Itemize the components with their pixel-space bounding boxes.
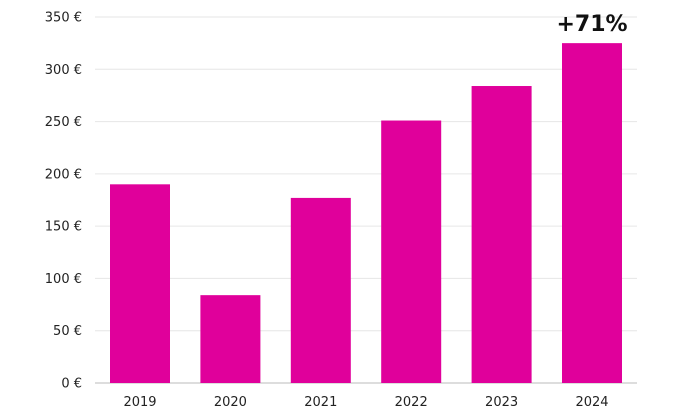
bar-2019: [110, 184, 170, 383]
y-tick-label: 200 €: [45, 167, 82, 182]
growth-annotation: +71%: [556, 12, 627, 37]
y-tick-label: 350 €: [45, 11, 82, 26]
y-tick-label: 250 €: [45, 115, 82, 130]
x-tick-label: 2020: [214, 395, 247, 410]
x-tick-label: 2023: [485, 395, 518, 410]
x-tick-label: 2021: [304, 395, 337, 410]
x-tick-label: 2022: [395, 395, 428, 410]
y-tick-label: 50 €: [53, 324, 82, 339]
bar-2020: [200, 295, 261, 383]
y-tick-label: 150 €: [45, 220, 82, 235]
bar-2023: [471, 86, 532, 383]
bar-2021: [290, 197, 351, 383]
grid-lines: [95, 16, 637, 384]
y-tick-label: 100 €: [45, 272, 82, 287]
bars: [110, 43, 622, 384]
bar-2024: [562, 43, 622, 384]
y-tick-label: 300 €: [45, 63, 82, 78]
bar-2022: [381, 120, 442, 384]
x-axis: 2019 2020 2021 2022 2023 2024: [123, 395, 608, 410]
y-tick-label: 0 €: [61, 377, 82, 392]
x-tick-label: 2019: [123, 395, 156, 410]
y-axis: 0 € 50 € 100 € 150 € 200 € 250 € 300 € 350 €: [45, 11, 82, 392]
x-tick-label: 2024: [575, 395, 608, 410]
